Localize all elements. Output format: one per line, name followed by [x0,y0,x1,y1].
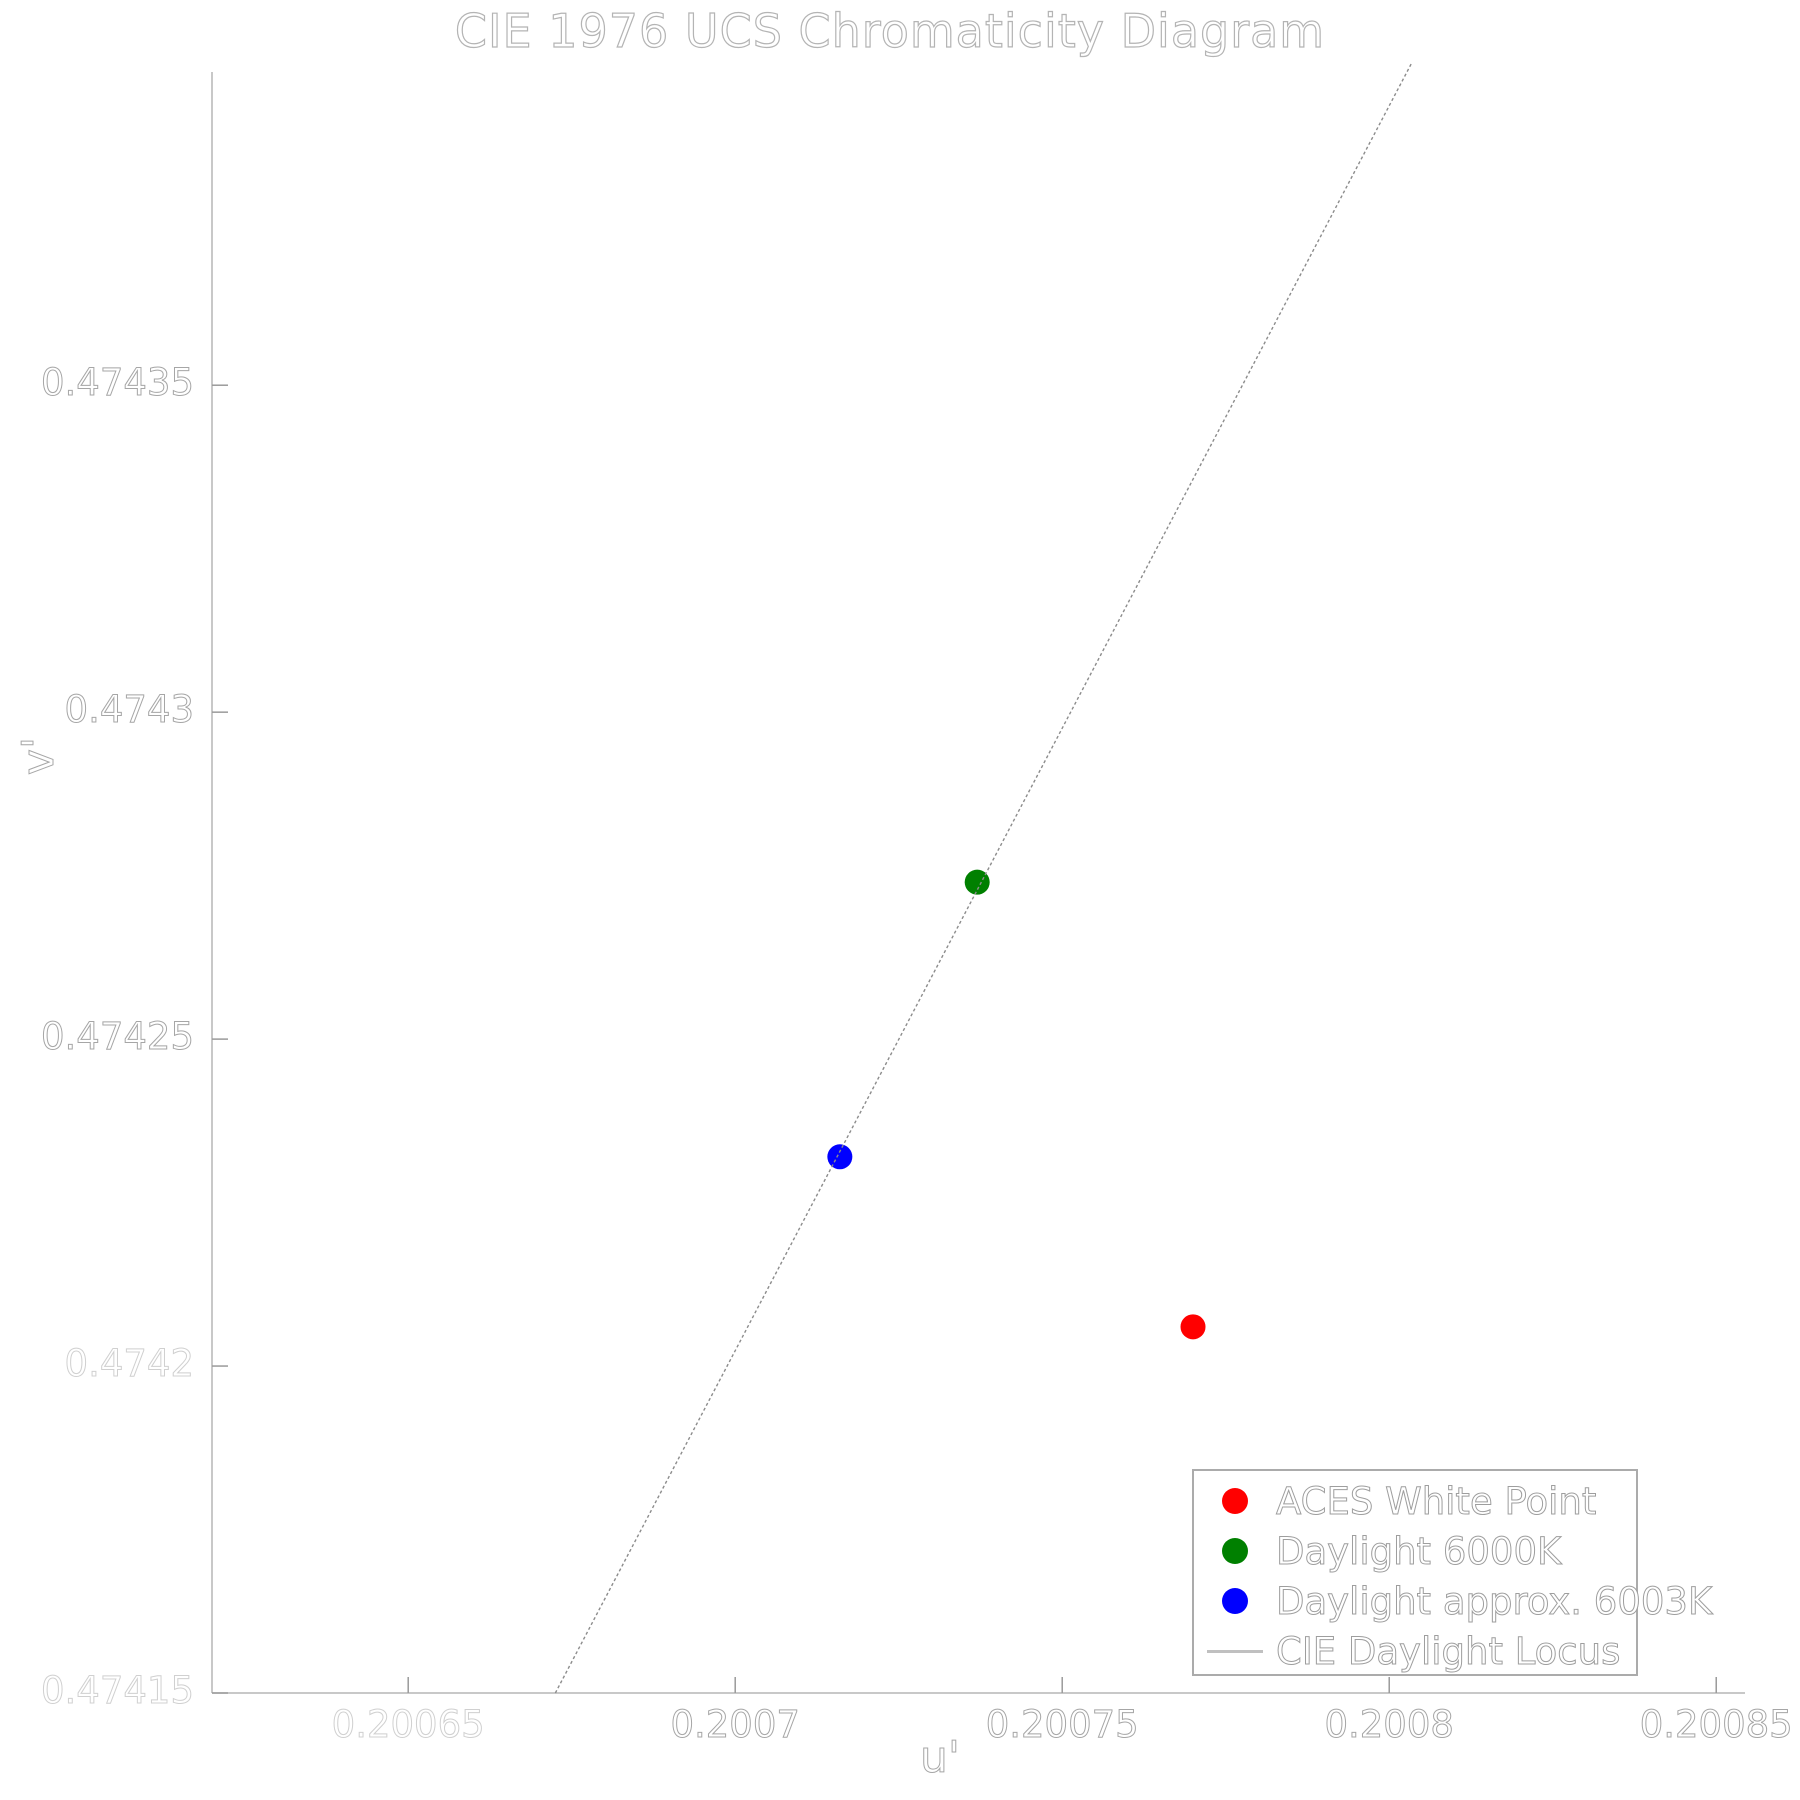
daylight-locus-line [554,61,1413,1694]
legend-label-daylight-6000k: Daylight 6000K [1275,1529,1562,1573]
y-tick-label: 0.47425 [40,1015,194,1059]
legend-entry-cie-daylight-locus: CIE Daylight Locus [1194,1626,1636,1676]
x-axis-label: u' [920,1732,961,1784]
data-point [964,869,990,895]
y-tick-label: 0.4742 [64,1342,194,1386]
x-tick-label: 0.2007 [670,1703,800,1747]
legend-label-cie-daylight-locus: CIE Daylight Locus [1275,1629,1621,1673]
legend: ACES White Point Daylight 6000K Daylight… [1192,1469,1713,1676]
legend-label-daylight-approx-6003k: Daylight approx. 6003K [1275,1579,1713,1623]
cie-daylight-locus-line-icon [1207,1649,1263,1653]
daylight-6000k-marker-icon [1222,1538,1248,1564]
legend-entry-daylight-approx-6003k: Daylight approx. 6003K [1194,1576,1713,1626]
y-tick-label: 0.4743 [64,688,194,732]
legend-entry-aces-white-point: ACES White Point [1194,1476,1636,1526]
x-tick-label: 0.20075 [985,1703,1139,1747]
legend-label-aces-white-point: ACES White Point [1275,1479,1597,1523]
y-tick-label: 0.47435 [40,361,194,405]
aces-white-point-marker-icon [1222,1488,1248,1514]
daylight-approx-6003k-marker-icon [1222,1588,1248,1614]
legend-entry-daylight-6000k: Daylight 6000K [1194,1526,1636,1576]
data-point [1180,1314,1206,1340]
chart-title: CIE 1976 UCS Chromaticity Diagram [454,3,1326,58]
y-tick-label: 0.47415 [40,1669,194,1713]
x-tick-label: 0.2008 [1324,1703,1454,1747]
data-point [827,1144,853,1170]
x-tick-label: 0.20085 [1639,1703,1793,1747]
x-tick-label: 0.20065 [331,1703,485,1747]
